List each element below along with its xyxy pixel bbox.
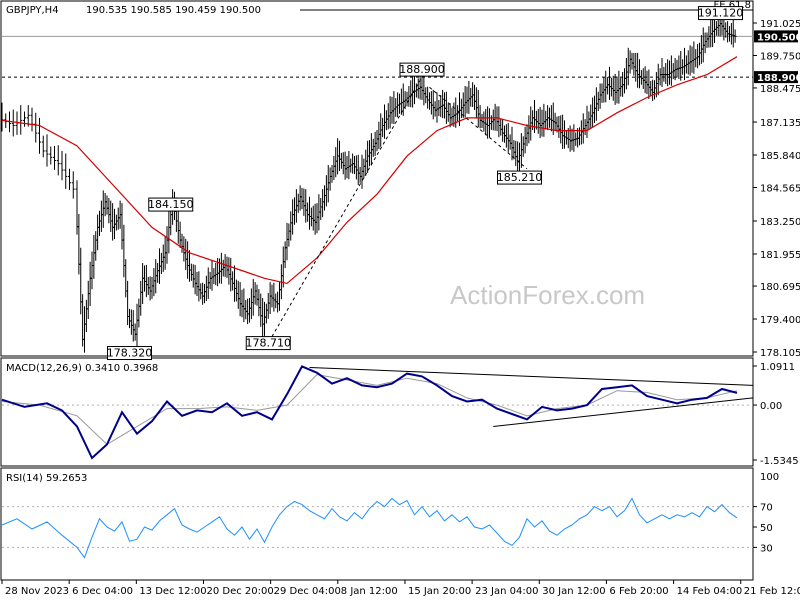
rsi-y-tick-label: 30 — [760, 543, 773, 554]
x-tick-label: 8 Jan 12:00 — [341, 586, 398, 597]
price-y-tick-label: 179.400 — [760, 315, 800, 326]
x-tick-label: 20 Dec 20:00 — [206, 586, 273, 597]
macd-y-tick-label: 1.0911 — [760, 362, 795, 373]
macd-layer — [1, 365, 754, 460]
price-y-tick-label: 181.955 — [760, 250, 800, 261]
x-tick-label: 13 Dec 12:00 — [139, 586, 206, 597]
rsi-y-tick-label: 70 — [760, 503, 773, 514]
price-y-tick-label: 180.695 — [760, 282, 800, 293]
fib-label: FE 61.8 — [713, 0, 751, 11]
price-y-tick-label: 178.105 — [760, 348, 800, 359]
x-tick-label: 6 Dec 04:00 — [72, 586, 133, 597]
rsi-line — [1, 497, 738, 559]
moving-average-line — [1, 56, 738, 285]
x-tick-label: 29 Dec 04:00 — [274, 586, 341, 597]
trendline-up — [271, 76, 423, 337]
price-pane-frame — [0, 0, 754, 357]
price-y-tick-label: 183.250 — [760, 217, 800, 228]
x-tick-label: 28 Nov 2023 — [5, 586, 69, 597]
macd-resistance-line — [309, 366, 754, 386]
watermark: ActionForex.com — [450, 280, 645, 310]
rsi-y-tick-label: 50 — [760, 523, 773, 534]
macd-y-tick-label: 0.00 — [760, 401, 782, 412]
price-y-tick-label: 189.750 — [760, 51, 800, 62]
x-tick-label: 23 Jan 04:00 — [475, 586, 538, 597]
annotation-label: 191.120 — [698, 7, 744, 20]
macd-y-tick-label: -1.5345 — [760, 456, 799, 467]
x-tick-label: 6 Feb 20:00 — [609, 586, 668, 597]
axis-layer: 191.025 189.750 188.475 187.135 185.840 184.5… — [1, 19, 800, 597]
level-price-tag-bg — [754, 71, 798, 84]
rsi-y-tick-label: 100 — [760, 472, 779, 483]
annotation-box — [497, 170, 542, 185]
rsi-pane-frame — [0, 467, 754, 581]
current-price-tag-bg — [754, 30, 798, 43]
price-y-tick-label: 187.135 — [760, 118, 800, 129]
annotation-box — [148, 197, 194, 212]
macd-support-line — [493, 397, 754, 428]
macd-label: MACD(12,26,9) 0.3410 0.3968 — [6, 363, 158, 374]
annotation-box — [245, 336, 291, 351]
price-y-tick-label: 184.565 — [760, 184, 800, 195]
x-tick-label: 30 Jan 12:00 — [542, 586, 605, 597]
annotation-label: 178.710 — [246, 337, 292, 350]
price-y-tick-label: 185.840 — [760, 151, 800, 162]
annotation-label: 178.320 — [107, 347, 153, 360]
symbol-label: GBPJPY,H4 — [6, 5, 59, 16]
x-tick-label: 21 Feb 12:00 — [744, 586, 800, 597]
annotation-box — [399, 62, 445, 77]
annotation-box — [107, 346, 152, 361]
annotation-label: 188.900 — [399, 63, 445, 76]
x-tick-label: 14 Feb 04:00 — [677, 586, 743, 597]
current-price-tag: 190.500 — [757, 32, 800, 43]
ohlc-values: 190.535 190.585 190.459 190.500 — [86, 5, 261, 16]
level-price-tag: 188.900 — [757, 73, 800, 84]
annotation-label: 185.210 — [497, 171, 543, 184]
macd-signal-line — [1, 374, 738, 446]
macd-line — [1, 365, 738, 460]
x-tick-label: 15 Jan 20:00 — [408, 586, 471, 597]
rsi-label: RSI(14) 59.2653 — [6, 473, 87, 484]
annotation-label: 184.150 — [148, 198, 194, 211]
price-y-tick-label: 188.475 — [760, 84, 800, 95]
rsi-layer — [1, 497, 753, 559]
macd-pane-frame — [0, 357, 754, 467]
annotation-box — [698, 6, 743, 21]
price-y-tick-label: 191.025 — [760, 19, 800, 30]
